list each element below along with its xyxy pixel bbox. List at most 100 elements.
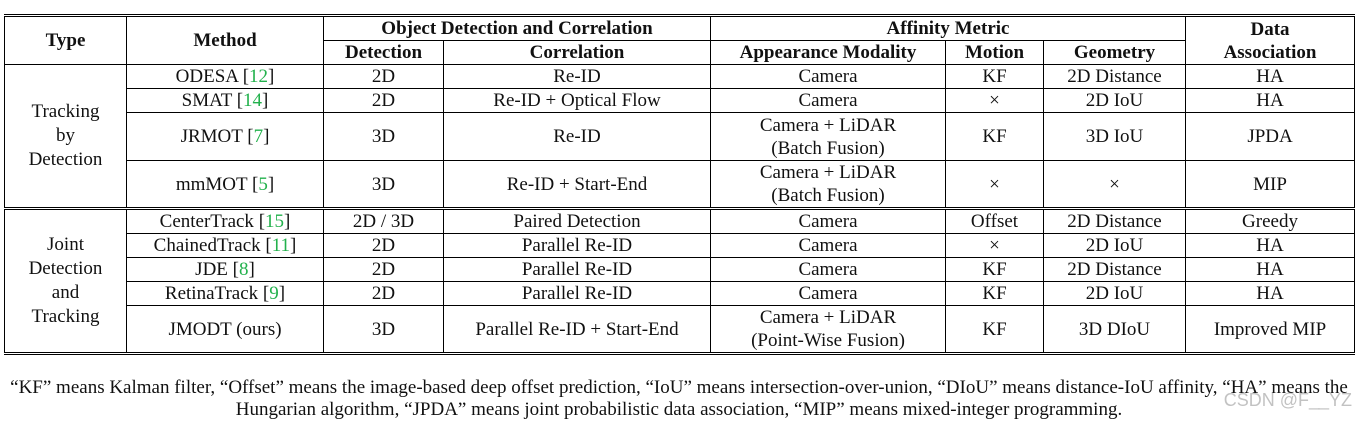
method-cell: RetinaTrack [9] (126, 281, 324, 306)
detection-cell: 2D (323, 281, 444, 306)
appearance-cell: Camera + LiDAR (Point-Wise Fusion) (710, 305, 946, 354)
detection-cell: 2D (323, 88, 444, 113)
table-footnote: “KF” means Kalman filter, “Offset” means… (10, 377, 1348, 420)
method-name: SMAT (181, 90, 232, 111)
table-row: JDE [8] 2D Parallel Re-ID Camera KF 2D Distan… (5, 257, 1356, 282)
group-type-cell: Joint Detection and Tracking (4, 207, 127, 354)
citation-link[interactable]: 7 (253, 126, 264, 147)
citation-link[interactable]: 8 (238, 259, 249, 280)
group-type-line: Detection (28, 258, 103, 279)
appearance-line: Camera (798, 66, 858, 87)
citation-link[interactable]: 5 (258, 173, 268, 195)
detection-cell: 2D (323, 233, 444, 258)
header-detection: Detection (323, 40, 444, 65)
header-da-line1: Data (1250, 18, 1290, 40)
method-cell: CenterTrack [15] (126, 207, 324, 234)
appearance-cell: Camera (710, 233, 946, 258)
appearance-line: Camera + LiDAR (759, 162, 897, 183)
method-cell: JMODT (ours) (126, 305, 324, 354)
appearance-line: Camera + LiDAR (759, 307, 897, 328)
motion-cell: KF (945, 112, 1044, 161)
method-cell: mmMOT [5] (126, 160, 324, 209)
geometry-cell: 3D IoU (1042, 112, 1187, 161)
detection-cell: 3D (323, 112, 444, 161)
method-name: CenterTrack (159, 211, 254, 232)
watermark-text: CSDN @F__YZ (1223, 390, 1352, 410)
header-appearance: Appearance Modality (710, 40, 946, 65)
header-method: Method (126, 15, 324, 65)
motion-cell: × (945, 160, 1044, 209)
appearance-line: (Batch Fusion) (771, 137, 885, 159)
method-cell: SMAT [14] (126, 88, 324, 113)
table-row: JRMOT [7] 3D Re-ID Camera + LiDAR (Batch Fus… (5, 112, 1356, 161)
motion-cell: × (945, 88, 1044, 113)
citation-link[interactable]: 14 (243, 90, 263, 111)
motion-cell: × (945, 233, 1044, 258)
appearance-line: Camera + LiDAR (759, 114, 897, 136)
header-type: Type (4, 15, 127, 65)
group-type-line: Joint (47, 234, 84, 255)
method-cell: JDE [8] (126, 257, 324, 282)
motion-cell: KF (945, 281, 1044, 306)
association-cell: HA (1185, 257, 1356, 282)
correlation-cell: Re-ID (443, 112, 711, 161)
motion-cell: KF (945, 257, 1044, 282)
table-row: ChainedTrack [11] 2D Parallel Re-ID Camera ×… (5, 233, 1356, 258)
appearance-cell: Camera (710, 281, 946, 306)
association-cell: Improved MIP (1185, 305, 1356, 354)
group-type-line: by (56, 125, 75, 146)
method-cell: ChainedTrack [11] (126, 233, 324, 258)
appearance-line: Camera (798, 235, 858, 256)
group-type-line: Tracking (31, 101, 100, 122)
geometry-cell: 2D Distance (1042, 207, 1187, 234)
geometry-cell: 2D IoU (1042, 88, 1187, 113)
detection-cell: 2D / 3D (323, 207, 444, 234)
correlation-cell: Re-ID + Start-End (443, 160, 711, 209)
geometry-cell: × (1042, 160, 1187, 209)
method-cell: ODESA [12] (126, 64, 324, 89)
motion-cell: KF (945, 64, 1044, 89)
motion-cell: Offset (945, 207, 1044, 234)
citation-link[interactable]: 11 (271, 235, 290, 256)
motion-cell: KF (945, 305, 1044, 354)
table-row: Joint Detection and Tracking CenterTrack [15… (4, 207, 1356, 354)
appearance-line: Camera (798, 283, 858, 304)
detection-cell: 2D (323, 64, 444, 89)
appearance-line: Camera (798, 90, 858, 111)
correlation-cell: Parallel Re-ID + Start-End (443, 305, 711, 354)
group-type-line: and (51, 282, 80, 303)
association-cell: HA (1185, 233, 1356, 258)
header-row-2: Detection Correlation Appearance Modalit… (5, 40, 1355, 65)
detection-cell: 3D (323, 305, 444, 354)
header-row-1: Type Method Object Detection and Correla… (4, 15, 1356, 65)
table-body: Tracking by Detection ODESA [12] 2D Re-ID Came… (4, 64, 1356, 354)
citation-link[interactable]: 15 (265, 211, 285, 232)
association-cell: HA (1185, 281, 1356, 306)
method-name: JDE (195, 259, 228, 280)
geometry-cell: 2D Distance (1042, 257, 1187, 282)
association-cell: JPDA (1185, 112, 1356, 161)
detection-cell: 2D (323, 257, 444, 282)
comparison-table: Type Method Object Detection and Correla… (4, 14, 1356, 355)
header-da-line2: Association (1223, 41, 1317, 63)
correlation-cell: Parallel Re-ID (443, 233, 711, 258)
group-type-cell: Tracking by Detection (4, 64, 127, 209)
citation-link[interactable]: 12 (249, 66, 269, 87)
association-cell: MIP (1185, 160, 1356, 209)
geometry-cell: 3D DIoU (1042, 305, 1187, 354)
appearance-line: Camera (798, 259, 858, 280)
appearance-cell: Camera (710, 64, 946, 89)
appearance-line: Camera (798, 211, 858, 232)
geometry-cell: 2D Distance (1042, 64, 1187, 89)
method-name: ChainedTrack (153, 235, 261, 256)
method-name: mmMOT (175, 173, 248, 195)
header-correlation: Correlation (443, 40, 711, 65)
appearance-cell: Camera (710, 207, 946, 234)
association-cell: HA (1185, 64, 1356, 89)
table-header: Type Method Object Detection and Correla… (4, 15, 1356, 65)
citation-link[interactable]: 9 (269, 283, 279, 304)
correlation-cell: Parallel Re-ID (443, 257, 711, 282)
appearance-line: (Point-Wise Fusion) (751, 330, 905, 351)
header-geometry: Geometry (1042, 40, 1187, 65)
header-odc-group: Object Detection and Correlation (323, 15, 711, 41)
